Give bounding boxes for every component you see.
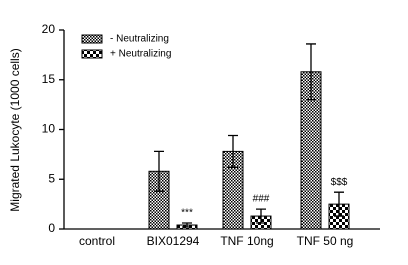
y-axis-label: Migrated Lukocyte (1000 cells) [8, 48, 22, 211]
annotation: $$$ [331, 177, 348, 188]
error-bar [334, 191, 344, 217]
error-bar [182, 222, 192, 228]
error-bar [154, 150, 164, 192]
x-tick-label: control [79, 234, 115, 248]
legend-label: - Neutralizing [110, 34, 169, 45]
y-tick-label: 5 [48, 171, 55, 185]
legend-swatch [81, 49, 103, 59]
annotation: ### [253, 194, 270, 205]
error-bar [228, 134, 238, 168]
legend-label: + Neutralizing [110, 49, 171, 60]
error-bar [256, 208, 266, 224]
legend-swatch [81, 34, 103, 44]
y-tick-label: 0 [48, 221, 55, 235]
x-tick-label: TNF 50 ng [297, 234, 354, 248]
y-tick-label: 10 [42, 122, 56, 136]
y-tick-label: 20 [42, 22, 56, 36]
error-bar [306, 43, 316, 101]
y-tick-label: 15 [42, 72, 56, 86]
x-tick-label: BIX01294 [147, 234, 200, 248]
annotation: *** [181, 208, 193, 219]
x-tick-label: TNF 10ng [220, 234, 273, 248]
